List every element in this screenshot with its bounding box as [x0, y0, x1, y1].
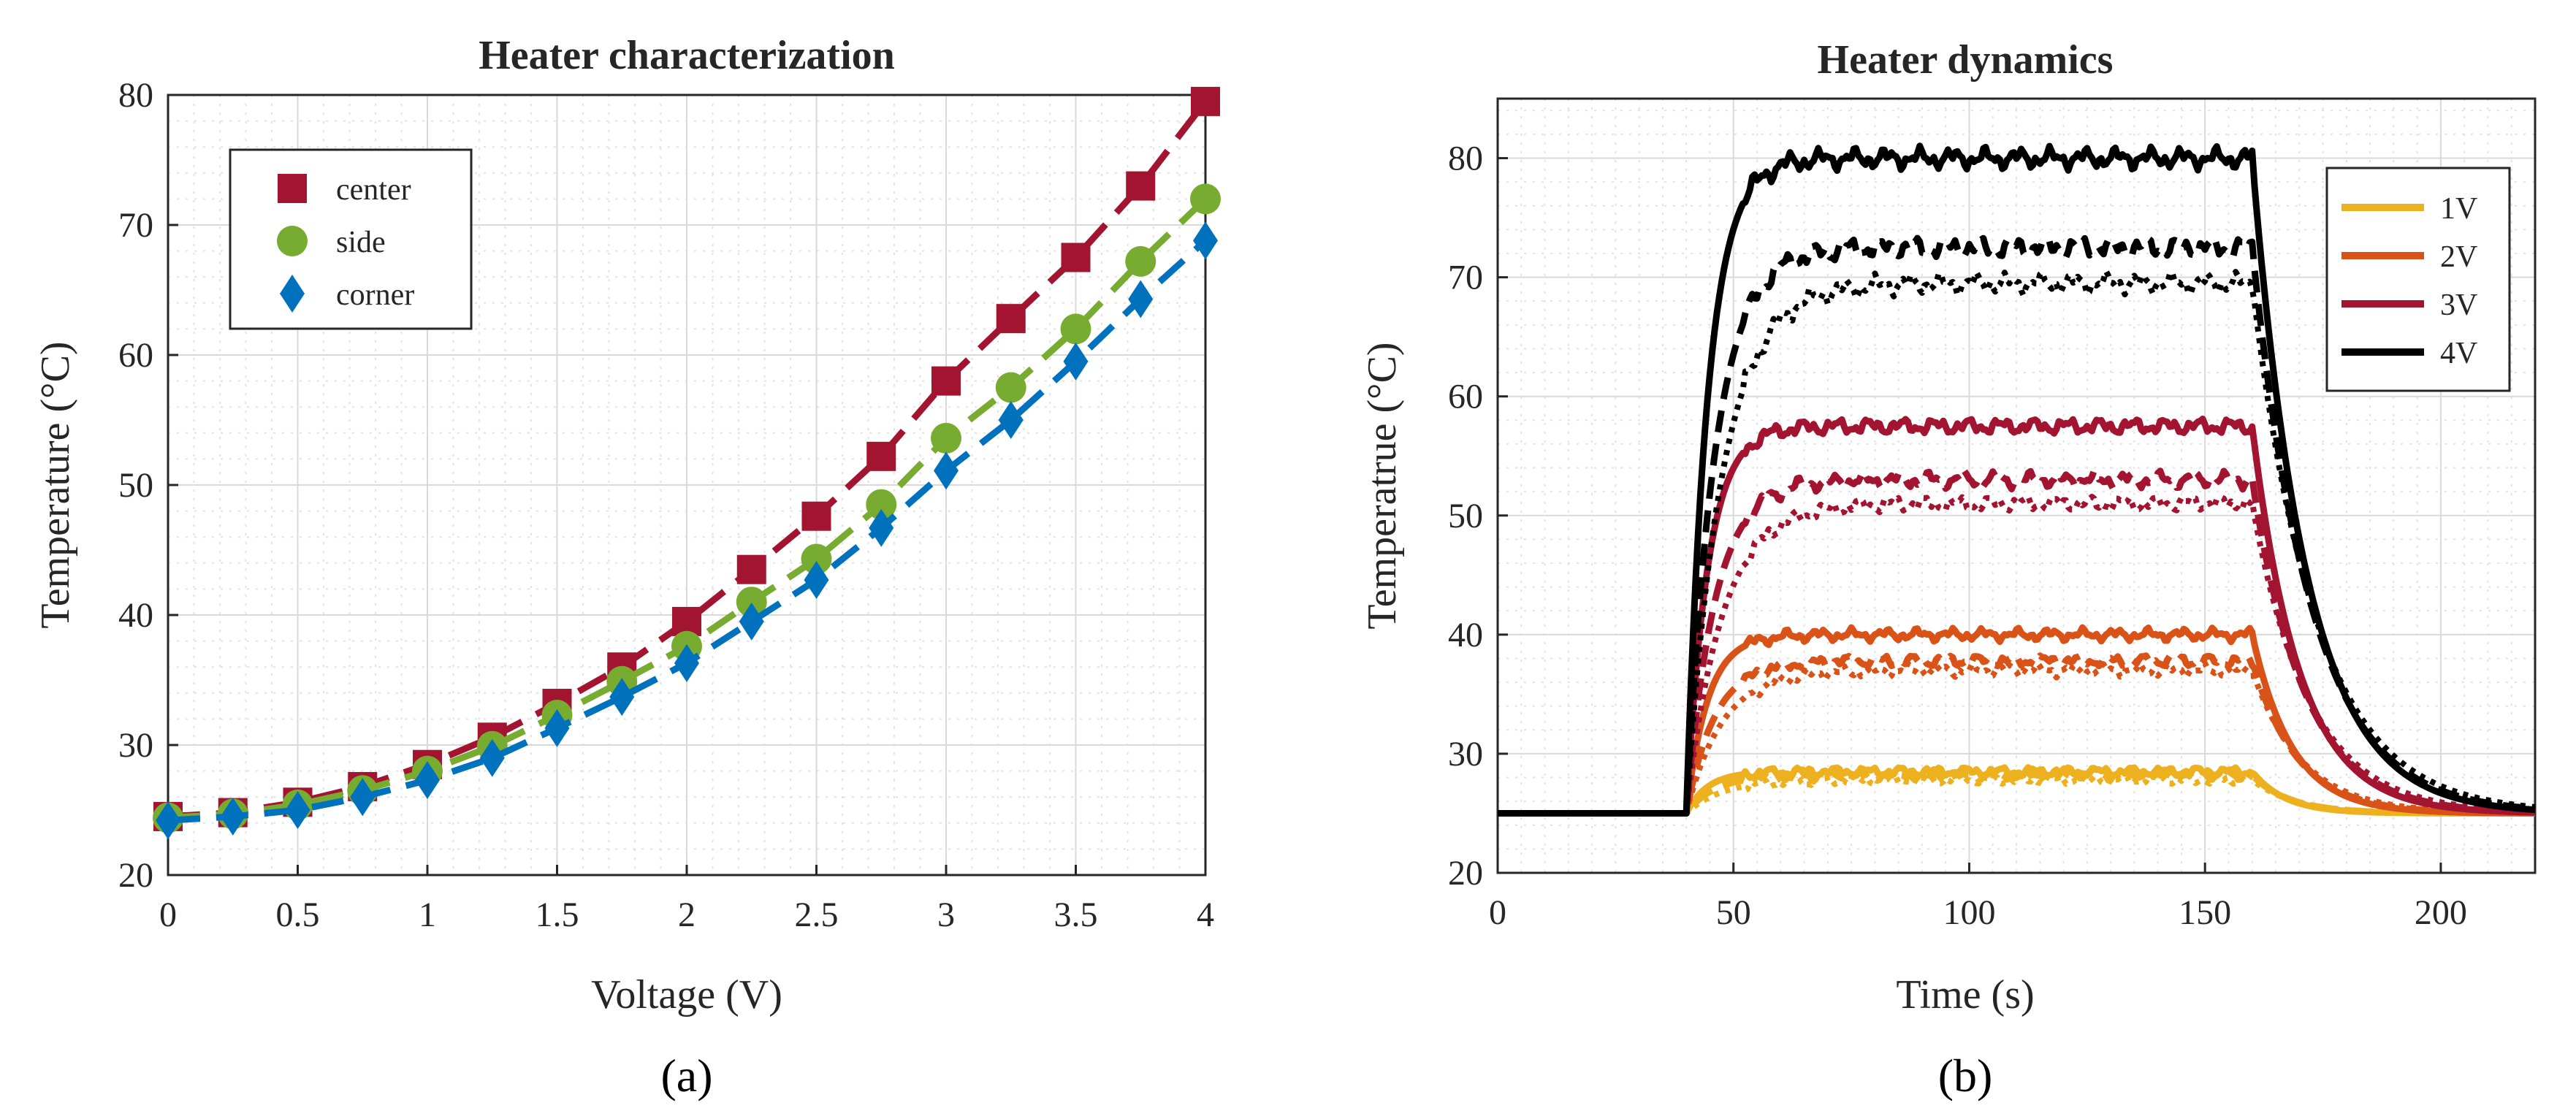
chart-b-ticks: 0 50 100 150 200 20 30 40 50 60 70 80	[1448, 140, 2467, 932]
data-point-diamond	[544, 709, 570, 747]
data-point-diamond	[934, 451, 959, 490]
y-tick-label: 40	[1448, 616, 1483, 654]
data-point-diamond	[285, 791, 310, 829]
y-tick-label: 70	[1448, 259, 1483, 297]
data-point-diamond	[1193, 221, 1218, 260]
legend-label-4V: 4V	[2440, 337, 2477, 370]
legend-box	[229, 148, 473, 330]
data-point-square	[278, 174, 307, 203]
data-point-diamond	[1128, 280, 1154, 318]
y-tick-label: 50	[1448, 497, 1483, 535]
y-tick-label: 50	[118, 466, 153, 505]
x-tick-label: 0	[1489, 893, 1506, 932]
y-tick-label: 30	[118, 726, 153, 765]
x-tick-label: 1	[419, 895, 436, 934]
data-point-diamond	[280, 275, 305, 313]
legend-label-2V: 2V	[2440, 240, 2477, 274]
data-point-diamond	[350, 778, 376, 817]
data-point-circle	[1125, 245, 1156, 277]
x-tick-label: 2.5	[795, 895, 839, 934]
chart-b: Heater dynamics 0 50 100 150 200 20 30 40 50 60 70…	[1360, 37, 2537, 1101]
data-point-diamond	[415, 761, 440, 800]
legend-label-corner: corner	[336, 278, 414, 312]
data-point-circle	[801, 543, 832, 575]
x-tick-label: 150	[2179, 893, 2231, 932]
data-point-square	[801, 501, 831, 531]
series-line-center	[167, 99, 1208, 820]
data-point-square	[866, 441, 896, 471]
legend-label-1V: 1V	[2440, 192, 2477, 226]
series-line-4V-dotted	[1497, 268, 2536, 817]
legend-label-3V: 3V	[2440, 289, 2477, 322]
y-tick-label: 80	[1448, 140, 1483, 178]
data-point-diamond	[220, 797, 245, 836]
data-point-circle	[995, 372, 1026, 403]
y-tick-label: 70	[118, 206, 153, 245]
y-tick-label: 20	[118, 856, 153, 895]
x-tick-label: 2	[678, 895, 696, 934]
x-tick-label: 0	[159, 895, 177, 934]
chart-a-ticks: 0 0.5 1 1.5 2 2.5 3 3.5 4 20 30 40 50 60 70 80	[118, 76, 1214, 934]
chart-b-ylabel: Temperatrue (°C)	[1360, 342, 1405, 629]
data-point-square	[996, 304, 1026, 334]
chart-a: Heater characterization 0 0.5 1 1.5 2 2.5 3 3.5…	[33, 33, 1221, 1101]
x-tick-label: 4	[1197, 895, 1214, 934]
data-point-square	[1061, 242, 1091, 272]
chart-b-xlabel: Time (s)	[1896, 972, 2034, 1017]
x-tick-label: 100	[1943, 893, 1995, 932]
y-tick-label: 60	[118, 336, 153, 375]
data-point-circle	[736, 587, 767, 618]
data-point-diamond	[674, 643, 699, 682]
data-point-circle	[1190, 183, 1221, 215]
series-line-2V-dotted	[1497, 660, 2536, 817]
data-point-square	[736, 554, 766, 584]
y-tick-label: 80	[118, 76, 153, 115]
data-point-diamond	[609, 678, 635, 717]
chart-b-axes-box	[1496, 97, 2537, 874]
series-line-3V-dashed	[1496, 467, 2537, 817]
legend-label-side: side	[336, 226, 386, 259]
data-point-diamond	[869, 508, 894, 547]
legend-box	[2325, 167, 2511, 392]
chart-a-caption: (a)	[660, 1050, 712, 1101]
data-point-square	[931, 366, 961, 396]
chart-a-title: Heater characterization	[479, 33, 895, 78]
chart-a-grid	[167, 94, 1206, 876]
series-corner	[156, 221, 1218, 840]
x-tick-label: 50	[1716, 893, 1751, 932]
legend-label-center: center	[336, 173, 411, 207]
series-line-4V-dashed	[1496, 234, 2537, 817]
data-point-circle	[1060, 313, 1091, 345]
data-point-circle	[277, 226, 308, 256]
x-tick-label: 0.5	[276, 895, 320, 934]
x-tick-label: 1.5	[536, 895, 579, 934]
x-tick-label: 200	[2415, 893, 2467, 932]
y-tick-label: 20	[1448, 854, 1483, 893]
data-point-circle	[931, 422, 961, 454]
data-point-square	[1126, 171, 1156, 201]
data-point-diamond	[998, 401, 1024, 439]
data-point-diamond	[739, 602, 764, 641]
chart-b-caption: (b)	[1938, 1050, 1993, 1101]
data-point-square	[1191, 86, 1220, 116]
series-4V	[1496, 142, 2537, 817]
y-tick-label: 30	[1448, 735, 1483, 774]
y-tick-label: 40	[118, 596, 153, 635]
chart-b-legend: 1V 2V 3V 4V	[2325, 167, 2511, 392]
x-tick-label: 3.5	[1054, 895, 1098, 934]
chart-a-xlabel: Voltage (V)	[591, 972, 782, 1017]
chart-a-ylabel: Temperature (°C)	[33, 341, 78, 628]
chart-a-legend: center side corner	[229, 148, 473, 330]
x-tick-label: 3	[937, 895, 955, 934]
data-point-circle	[866, 489, 897, 520]
chart-a-series	[153, 86, 1221, 840]
data-point-diamond	[804, 560, 829, 599]
data-point-diamond	[479, 738, 505, 777]
data-point-diamond	[1063, 342, 1089, 381]
y-tick-label: 60	[1448, 378, 1483, 416]
chart-b-title: Heater dynamics	[1818, 37, 2114, 83]
chart-b-series	[1496, 142, 2537, 817]
data-point-diamond	[156, 801, 180, 840]
